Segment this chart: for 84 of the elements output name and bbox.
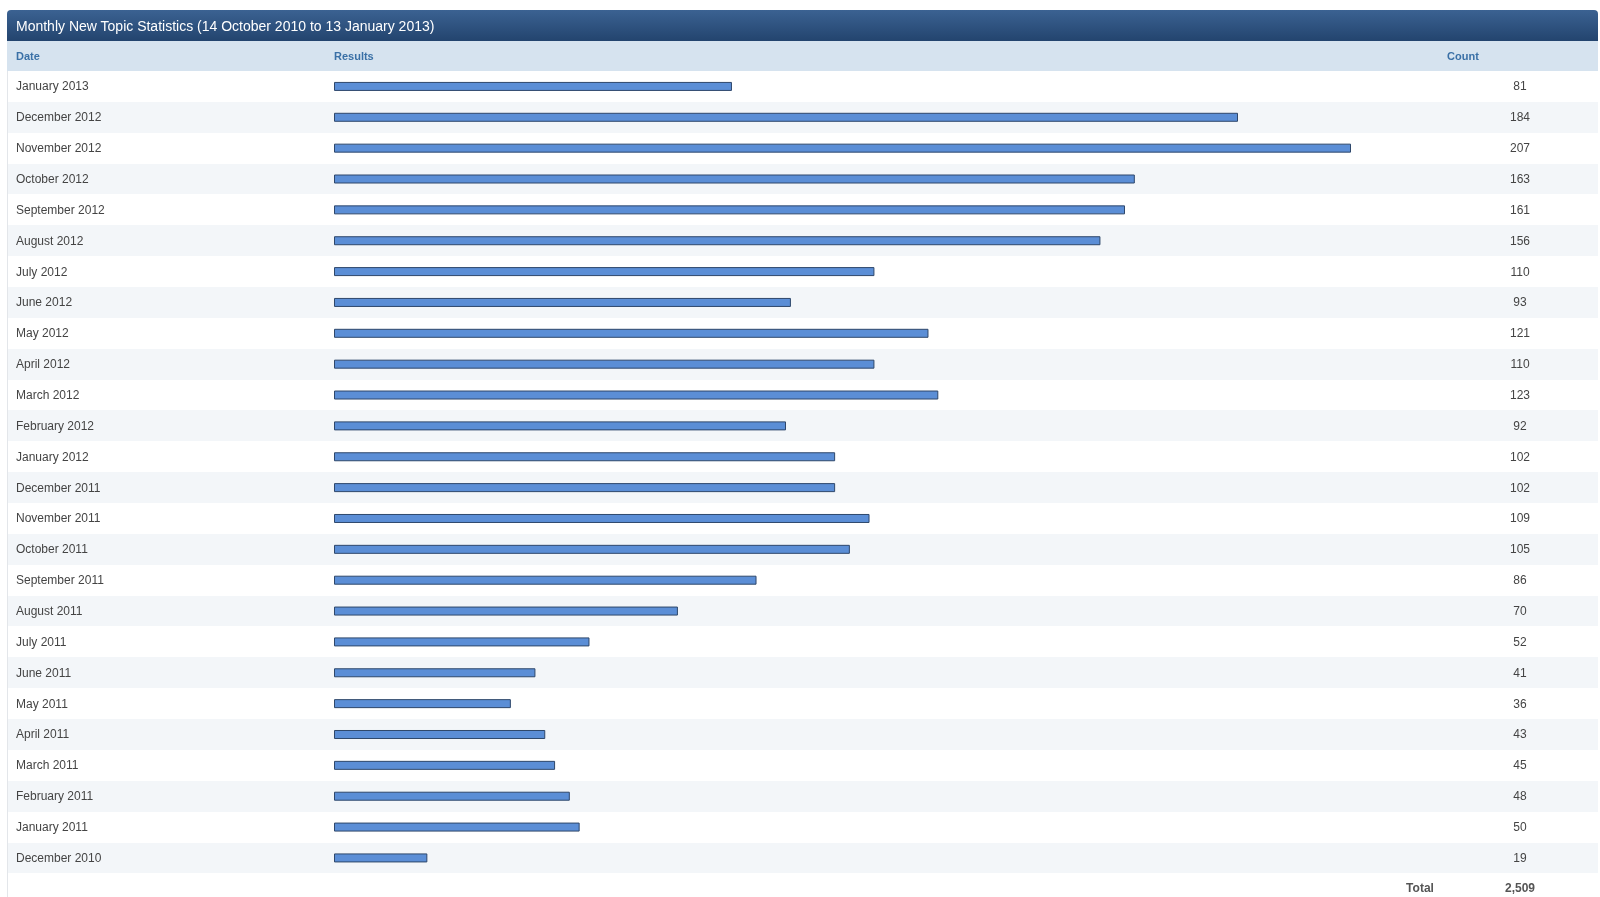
data-label: 45 <box>1513 758 1527 773</box>
bar <box>334 606 678 616</box>
y-tick-label: February 2012 <box>16 418 95 433</box>
bar <box>334 359 875 369</box>
data-label: 48 <box>1513 789 1527 804</box>
y-tick-label: January 2013 <box>16 79 90 94</box>
y-tick-label: March 2012 <box>16 388 80 403</box>
bar <box>334 390 939 400</box>
data-label: 70 <box>1513 604 1527 619</box>
y-tick-label: October 2012 <box>16 172 90 187</box>
bar <box>334 822 580 832</box>
bar <box>334 729 546 739</box>
bar <box>334 328 929 338</box>
text: Total <box>1406 881 1434 896</box>
text: Count <box>1447 50 1479 62</box>
bar <box>334 483 836 493</box>
bar <box>334 853 428 863</box>
data-label: 43 <box>1513 727 1527 742</box>
y-tick-label: August 2012 <box>16 233 84 248</box>
data-label: 161 <box>1509 202 1531 217</box>
data-label: 110 <box>1510 357 1530 372</box>
data-label: 93 <box>1513 295 1527 310</box>
chart-title: Monthly New Topic Statistics (14 October 2010 to 13 January 2013) <box>16 17 435 34</box>
bar <box>334 637 590 647</box>
data-label: 110 <box>1510 264 1530 279</box>
bar <box>334 267 875 277</box>
bar <box>334 205 1125 215</box>
bar <box>334 174 1135 184</box>
y-tick-label: April 2012 <box>16 357 71 372</box>
data-label: 123 <box>1509 388 1531 403</box>
y-tick-label: January 2012 <box>16 449 90 464</box>
data-label: 86 <box>1513 573 1527 588</box>
data-label: 41 <box>1513 665 1527 680</box>
text: 2,509 <box>1504 881 1536 896</box>
y-tick-label: November 2012 <box>16 141 102 156</box>
data-label: 102 <box>1509 449 1531 464</box>
bar <box>334 575 757 585</box>
y-tick-label: December 2011 <box>16 480 101 495</box>
data-label: 19 <box>1513 850 1527 865</box>
y-tick-label: June 2011 <box>16 665 72 680</box>
y-tick-label: May 2011 <box>16 696 69 711</box>
y-tick-label: December 2012 <box>16 110 102 125</box>
y-tick-label: March 2011 <box>16 758 79 773</box>
bar <box>334 81 732 91</box>
y-tick-label: September 2011 <box>16 573 105 588</box>
y-tick-label: September 2012 <box>16 202 106 217</box>
y-tick-label: May 2012 <box>16 326 70 341</box>
data-label: 156 <box>1509 233 1531 248</box>
y-tick-label: July 2011 <box>16 634 67 649</box>
bar <box>334 791 570 801</box>
y-tick-label: December 2010 <box>16 850 102 865</box>
y-tick-label: October 2011 <box>16 542 89 557</box>
data-label: 105 <box>1509 542 1531 557</box>
y-tick-label: February 2011 <box>16 789 94 804</box>
bar <box>334 513 870 523</box>
data-label: 81 <box>1513 79 1527 94</box>
bar <box>334 236 1101 246</box>
bar <box>334 544 850 554</box>
bar <box>334 699 511 709</box>
bar <box>334 112 1238 122</box>
data-label: 163 <box>1509 172 1531 187</box>
bar <box>334 452 836 462</box>
y-tick-label: July 2012 <box>16 264 68 279</box>
bar <box>334 297 791 307</box>
data-label: 207 <box>1509 141 1531 156</box>
data-label: 121 <box>1509 326 1531 341</box>
data-label: 109 <box>1509 511 1531 526</box>
data-label: 92 <box>1513 418 1527 433</box>
y-axis-title: Date <box>16 50 40 62</box>
bar <box>334 668 536 678</box>
bar <box>334 760 556 770</box>
y-tick-label: April 2011 <box>16 727 70 742</box>
bar <box>334 143 1351 153</box>
bar <box>334 421 786 431</box>
data-label: 184 <box>1509 110 1531 125</box>
data-label: 36 <box>1513 696 1527 711</box>
y-tick-label: January 2011 <box>16 820 89 835</box>
data-label: 50 <box>1513 820 1527 835</box>
x-axis-title: Results <box>334 50 374 62</box>
y-tick-label: August 2011 <box>16 604 83 619</box>
y-tick-label: June 2012 <box>16 295 73 310</box>
data-label: 102 <box>1509 480 1531 495</box>
y-tick-label: November 2011 <box>16 511 101 526</box>
data-label: 52 <box>1513 634 1527 649</box>
